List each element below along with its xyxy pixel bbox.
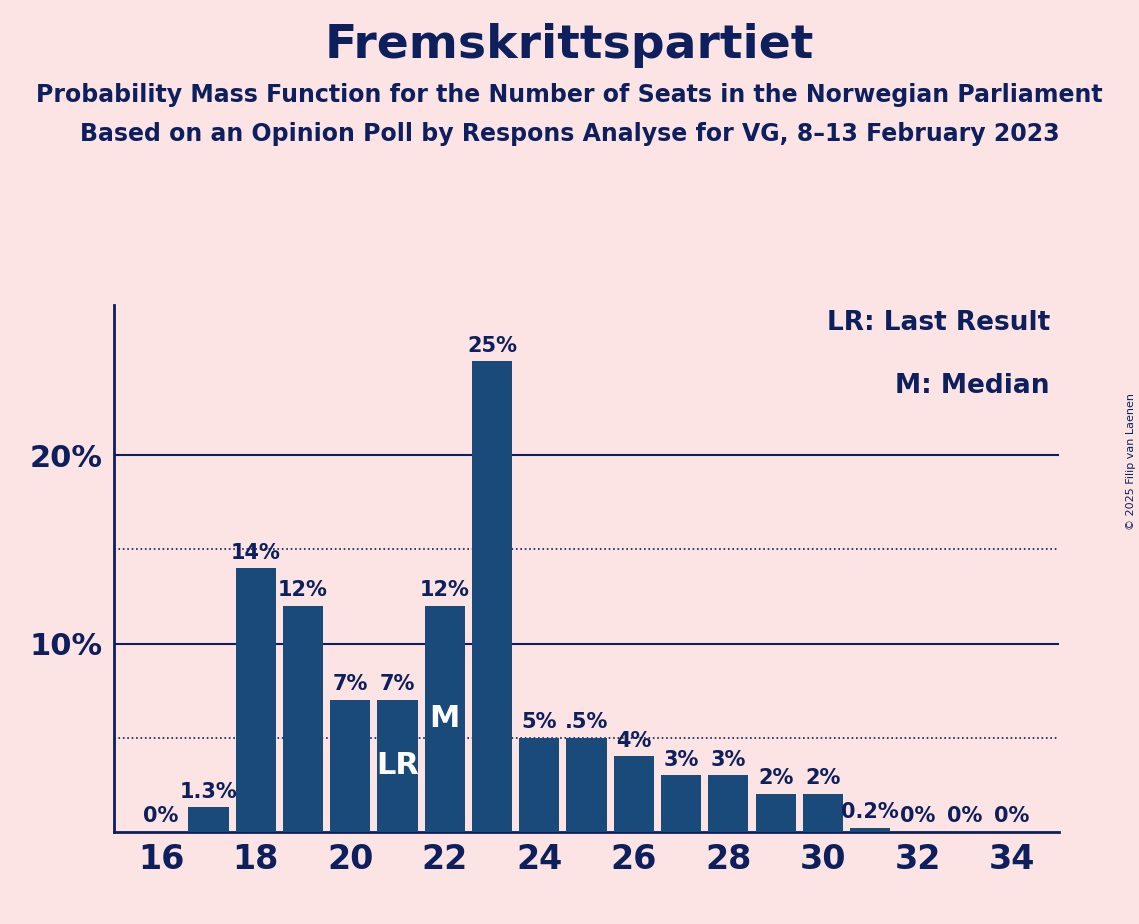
Bar — [472, 361, 513, 832]
Text: Probability Mass Function for the Number of Seats in the Norwegian Parliament: Probability Mass Function for the Number… — [36, 83, 1103, 107]
Bar — [377, 700, 418, 832]
Text: 12%: 12% — [278, 580, 328, 601]
Text: 3%: 3% — [711, 749, 746, 770]
Text: 3%: 3% — [663, 749, 699, 770]
Bar — [850, 828, 891, 832]
Text: 2%: 2% — [805, 769, 841, 788]
Text: 5%: 5% — [522, 711, 557, 732]
Text: 1.3%: 1.3% — [180, 782, 237, 801]
Bar — [566, 737, 607, 832]
Text: 14%: 14% — [231, 542, 280, 563]
Text: 0%: 0% — [947, 806, 983, 826]
Bar — [803, 794, 843, 832]
Text: .5%: .5% — [565, 711, 608, 732]
Text: 12%: 12% — [420, 580, 469, 601]
Text: 0%: 0% — [900, 806, 935, 826]
Bar — [519, 737, 559, 832]
Text: 0.2%: 0.2% — [842, 802, 899, 822]
Text: 7%: 7% — [379, 675, 416, 694]
Text: © 2025 Filip van Laenen: © 2025 Filip van Laenen — [1126, 394, 1136, 530]
Bar — [330, 700, 370, 832]
Bar — [282, 606, 323, 832]
Text: 25%: 25% — [467, 335, 517, 356]
Text: M: Median: M: Median — [895, 373, 1050, 399]
Text: 7%: 7% — [333, 675, 368, 694]
Bar — [661, 775, 702, 832]
Text: 4%: 4% — [616, 731, 652, 750]
Text: LR: Last Result: LR: Last Result — [827, 310, 1050, 336]
Bar — [188, 808, 229, 832]
Bar — [755, 794, 796, 832]
Text: Based on an Opinion Poll by Respons Analyse for VG, 8–13 February 2023: Based on an Opinion Poll by Respons Anal… — [80, 122, 1059, 146]
Text: 0%: 0% — [994, 806, 1030, 826]
Text: 0%: 0% — [144, 806, 179, 826]
Bar — [614, 757, 654, 832]
Bar — [236, 568, 276, 832]
Bar — [425, 606, 465, 832]
Bar — [708, 775, 748, 832]
Text: Fremskrittspartiet: Fremskrittspartiet — [325, 23, 814, 68]
Text: M: M — [429, 704, 460, 734]
Text: LR: LR — [376, 751, 419, 780]
Text: 2%: 2% — [757, 769, 794, 788]
